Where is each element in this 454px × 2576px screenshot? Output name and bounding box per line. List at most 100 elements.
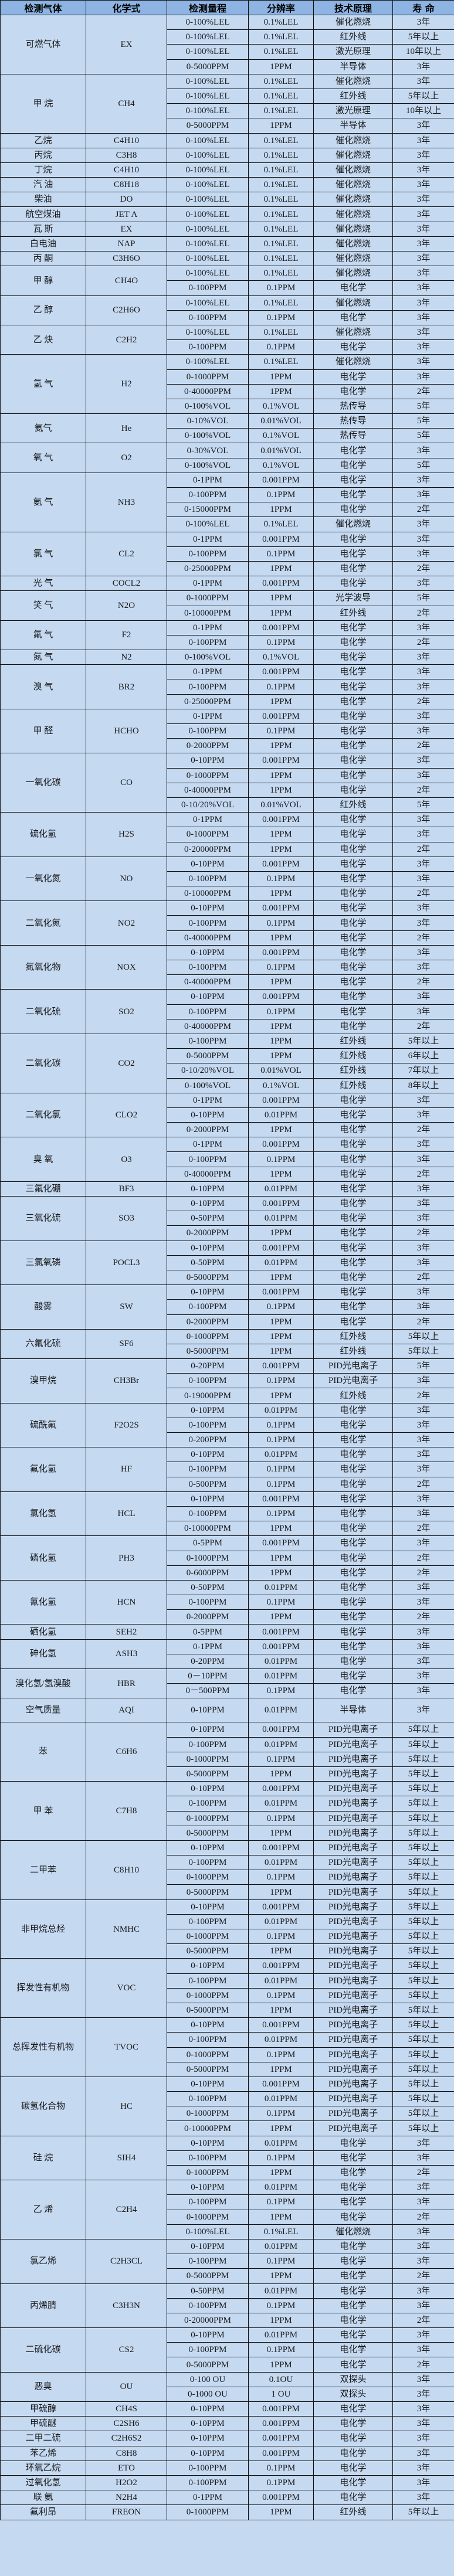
formula-cell: SW	[86, 1284, 167, 1330]
range-cell: 0-20000PPM	[167, 2312, 249, 2329]
lifespan-cell: 2年	[392, 1122, 454, 1138]
lifespan-cell: 3年	[392, 132, 454, 148]
range-cell: 0-25000PPM	[167, 560, 249, 577]
principle-cell: 电化学	[313, 2194, 393, 2210]
range-cell: 0-40000PPM	[167, 383, 249, 399]
gas-name-cell: 氮氧化物	[0, 944, 86, 990]
table-row: 0-100%LEL 0.1%LEL 激光原理 10年以上	[1, 44, 454, 60]
range-cell: 0-100PPM	[167, 723, 249, 739]
range-cell: 0-10/20%VOL	[167, 1063, 249, 1079]
resolution-cell: 0.01%VOL	[248, 413, 314, 429]
gas-name-cell: 环氧乙烷	[0, 2460, 86, 2476]
resolution-cell: 0.01PPM	[248, 1255, 314, 1270]
resolution-cell: 0.1%LEL	[248, 295, 314, 311]
header-row: 检测气体 化学式 检测量程 分辨率 技术原理 寿 命	[0, 0, 454, 15]
range-cell: 0-5000PPM	[167, 1048, 249, 1064]
resolution-cell: 0.01PPM	[248, 1447, 314, 1463]
principle-cell: 电化学	[313, 1476, 393, 1492]
resolution-cell: 0.01PPM	[248, 2180, 314, 2196]
resolution-cell: 0.1%LEL	[248, 192, 314, 208]
resolution-cell: 0.1PPM	[248, 723, 314, 739]
table-row: 0-2000PPM 1PPM 电化学 2年	[1, 738, 454, 754]
range-cell: 0-5000PPM	[167, 2268, 249, 2284]
formula-cell: HF	[86, 1447, 167, 1492]
range-cell: 0-10PPM	[167, 1840, 249, 1856]
lifespan-cell: 3年	[392, 2135, 454, 2151]
range-cell: 0-2000PPM	[167, 1314, 249, 1330]
lifespan-cell: 3年	[392, 1595, 454, 1610]
gas-name-cell: 氦气	[0, 413, 86, 444]
principle-cell: 电化学	[313, 369, 393, 385]
resolution-cell: 0.1%LEL	[248, 266, 314, 281]
gas-name-cell: 氯化氢	[0, 1491, 86, 1537]
table-row: 甲 苯 C7H8 0-10PPM 0.001PPM PID光电离子 5年以上	[0, 1781, 454, 1841]
principle-cell: 电化学	[313, 1092, 393, 1108]
resolution-cell: 1PPM	[248, 2164, 314, 2181]
lifespan-cell: 3年	[392, 576, 454, 592]
table-row: 0-100%LEL 0.1%LEL 催化燃烧 3年	[1, 516, 454, 532]
range-cell: 0-1PPM	[167, 576, 249, 592]
range-cell: 0-10000PPM	[167, 2120, 249, 2136]
table-row: 0-100PPM 0.01PPM PID光电离子 5年以上	[1, 1973, 454, 1989]
formula-cell: C7H8	[86, 1781, 167, 1841]
formula-cell: He	[86, 413, 167, 444]
table-row: 二氧化硫 SO2 0-10PPM 0.001PPM 电化学 3年	[0, 989, 454, 1034]
table-row: 0-100PPM 0.01PPM PID光电离子 5年以上	[1, 2091, 454, 2107]
principle-cell: PID光电离子	[313, 1855, 393, 1871]
principle-cell: 红外线	[313, 1328, 393, 1344]
table-row: 0-25000PPM 1PPM 电化学 2年	[1, 694, 454, 709]
resolution-cell: 1PPM	[248, 767, 314, 783]
table-row: 二硫化碳 CS2 0-10PPM 0.01PPM 电化学 3年	[0, 2327, 454, 2373]
table-row: 二甲二硫 C2H6S2 0-10PPM 0.001PPM 电化学 3年	[0, 2431, 454, 2446]
resolution-cell: 0.001PPM	[248, 664, 314, 680]
resolution-cell: 0.001PPM	[248, 1092, 314, 1108]
range-cell: 0-100%VOL	[167, 457, 249, 473]
range-cell: 0-100PPM	[167, 2032, 249, 2048]
formula-cell: NO	[86, 856, 167, 902]
principle-cell: 电化学	[313, 650, 393, 665]
gas-name-cell: 硫酰氟	[0, 1402, 86, 1448]
lifespan-cell: 3年	[392, 650, 454, 665]
range-cell: 0-1PPM	[167, 472, 249, 488]
lifespan-cell: 3年	[392, 1639, 454, 1654]
range-cell: 0-5000PPM	[167, 2061, 249, 2077]
gas-name-cell: 二氧化氮	[0, 900, 86, 946]
principle-cell: 催化燃烧	[313, 236, 393, 252]
lifespan-cell: 3年	[392, 2416, 454, 2432]
lifespan-cell: 3年	[392, 871, 454, 887]
lifespan-cell: 3年	[392, 2445, 454, 2461]
table-row: 0-1000PPM 0.1PPM PID光电离子 5年以上	[1, 2106, 454, 2122]
formula-cell: CH4O	[86, 266, 167, 296]
resolution-cell: 0.001PPM	[248, 2431, 314, 2446]
range-cell: 0-100%LEL	[167, 88, 249, 104]
resolution-cell: 0.001PPM	[248, 2490, 314, 2506]
table-row: 氨 气 NH3 0-1PPM 0.001PPM 电化学 3年	[0, 472, 454, 532]
lifespan-cell: 3年	[392, 915, 454, 931]
resolution-cell: 1PPM	[248, 930, 314, 946]
gas-name-cell: 恶臭	[0, 2371, 86, 2402]
gas-name-cell: 氯 气	[0, 531, 86, 577]
resolution-cell: 0.1%LEL	[248, 29, 314, 45]
gas-name-cell: 丁烷	[0, 162, 86, 178]
lifespan-cell: 5年以上	[392, 1796, 454, 1812]
principle-cell: PID光电离子	[313, 2002, 393, 2018]
table-row: 0－500PPM 0.1PPM 电化学 3年	[1, 1683, 454, 1699]
range-cell: 0-10PPM	[167, 2431, 249, 2446]
table-row: 汽 油 C8H18 0-100%LEL 0.1%LEL 催化燃烧 3年	[0, 177, 454, 193]
lifespan-cell: 3年	[392, 989, 454, 1005]
lifespan-cell: 2年	[392, 502, 454, 518]
principle-cell: 电化学	[313, 2342, 393, 2358]
lifespan-cell: 3年	[392, 1195, 454, 1212]
lifespan-cell: 5年以上	[392, 1033, 454, 1049]
range-cell: 0-1000PPM	[167, 369, 249, 385]
resolution-cell: 0.01PPM	[248, 2283, 314, 2299]
table-row: 0-1000PPM 1PPM 电化学 3年	[1, 827, 454, 842]
table-row: 二氧化氯 CLO2 0-1PPM 0.001PPM 电化学 3年	[0, 1092, 454, 1138]
table-row: 0-10000PPM 1PPM PID光电离子 5年以上	[1, 2120, 454, 2136]
resolution-cell: 0.001PPM	[248, 2401, 314, 2417]
range-cell: 0-100%LEL	[167, 295, 249, 311]
principle-cell: 电化学	[313, 2268, 393, 2284]
resolution-cell: 0.1PPM	[248, 871, 314, 887]
lifespan-cell: 2年	[392, 1018, 454, 1034]
lifespan-cell: 3年	[392, 1462, 454, 1477]
